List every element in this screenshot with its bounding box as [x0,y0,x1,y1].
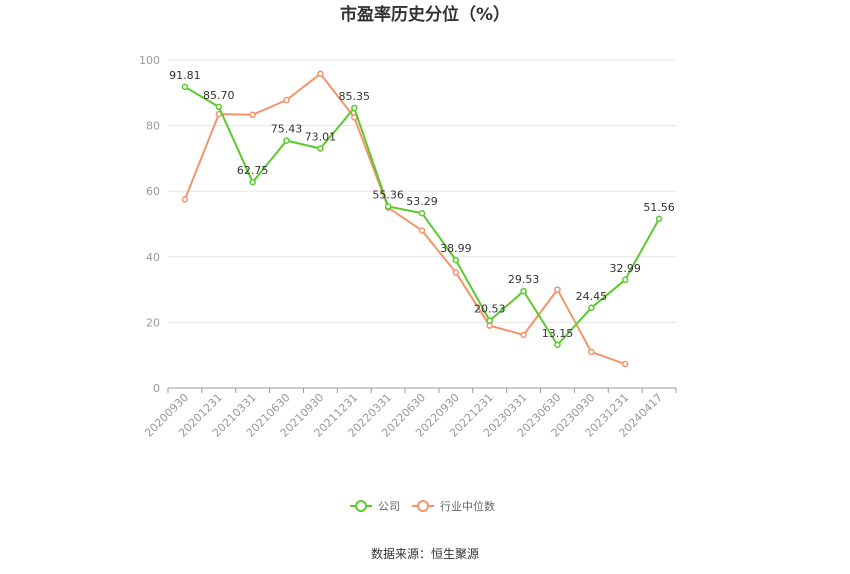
y-axis: 0 20 40 60 80 100 [139,54,160,395]
data-point [588,348,595,356]
data-point [418,227,426,234]
data-point [181,196,189,203]
data-label: 75.43 [271,123,303,136]
data-point [215,103,223,111]
chart-title: 市盈率历史分位（%） [340,4,510,25]
data-point [283,96,290,104]
data-point [621,360,629,368]
legend-item[interactable]: 行业中位数 [412,499,495,513]
data-point [554,341,561,349]
grid-lines [168,59,676,323]
data-point [283,137,290,144]
data-label: 55.36 [372,188,404,201]
data-label: 85.35 [339,90,371,103]
x-axis: 2020093020201231202103312021063020210930… [142,387,677,440]
legend[interactable]: 公司 行业中位数 [350,499,495,513]
data-point [249,178,256,186]
data-point [418,209,426,217]
legend-label: 行业中位数 [440,499,495,513]
data-label: 85.70 [203,89,235,102]
data-point [621,276,629,284]
data-point [588,304,595,312]
legend-marker [417,500,429,512]
data-point [351,104,358,112]
data-point [486,322,493,329]
data-point [249,111,256,119]
source-note: 数据来源：恒生聚源 [371,546,479,561]
series-line [184,72,626,365]
data-point [181,83,189,91]
data-point [655,215,663,223]
data-point [520,331,527,339]
data-label: 62.75 [237,164,269,177]
data-label: 13.15 [542,327,574,340]
data-label: 29.53 [508,273,540,286]
data-point [317,70,324,78]
y-tick-label: 40 [146,251,160,264]
y-tick-label: 0 [153,382,160,395]
legend-item[interactable]: 公司 [350,500,400,513]
data-label: 51.56 [643,201,675,214]
y-tick-label: 20 [146,316,160,329]
legend-marker [355,500,367,512]
data-point [554,286,561,293]
data-point [452,256,460,264]
data-point [452,269,460,276]
data-point [384,203,392,210]
data-label: 53.29 [406,195,438,208]
data-point [486,317,493,324]
y-tick-label: 80 [146,120,160,133]
data-point [520,287,527,295]
data-label: 73.01 [305,131,337,144]
data-label: 20.53 [474,303,506,316]
data-label: 32.99 [609,262,641,275]
y-tick-label: 60 [146,185,160,198]
data-label: 38.99 [440,242,472,255]
legend-label: 公司 [378,500,400,513]
y-tick-label: 100 [139,54,160,67]
series-lines [181,70,663,368]
data-label: 24.45 [576,290,608,303]
data-label: 91.81 [169,69,201,82]
data-point [317,145,324,152]
